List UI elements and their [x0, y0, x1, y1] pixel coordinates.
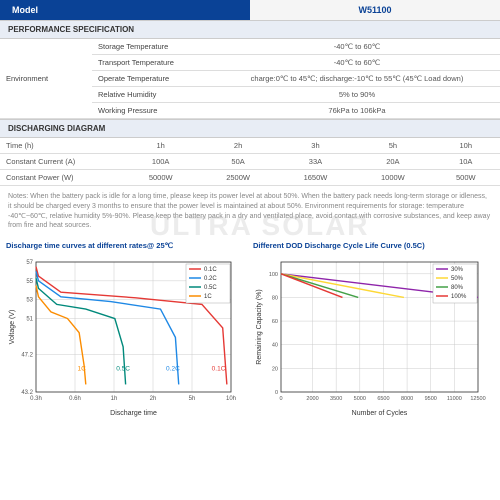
notes-text: Notes: When the battery pack is idle for… — [0, 186, 500, 237]
env-sublabel: Relative Humidity — [92, 87, 214, 103]
svg-text:11000: 11000 — [447, 396, 462, 402]
svg-text:3500: 3500 — [330, 396, 342, 402]
header-row: Model W51100 — [0, 0, 500, 20]
svg-text:0: 0 — [279, 396, 282, 402]
svg-text:0.2C: 0.2C — [204, 276, 217, 282]
svg-text:10h: 10h — [226, 396, 236, 402]
svg-text:Number of Cycles: Number of Cycles — [352, 410, 408, 417]
svg-text:50%: 50% — [451, 276, 464, 282]
svg-text:6500: 6500 — [377, 396, 389, 402]
svg-text:100%: 100% — [451, 294, 467, 300]
table-row: Time (h) 1h 2h 3h 5h 10h — [0, 138, 500, 154]
spec-table: Environment Storage Temperature -40℃ to … — [0, 39, 500, 119]
svg-text:0.1C: 0.1C — [212, 366, 226, 373]
env-value: charge:0℃ to 45℃; discharge:-10℃ to 55℃ … — [214, 71, 500, 87]
env-value: -40℃ to 60℃ — [214, 55, 500, 71]
svg-text:53: 53 — [26, 298, 33, 304]
chart2-title: Different DOD Discharge Cycle Life Curve… — [253, 241, 494, 250]
svg-text:40: 40 — [272, 343, 278, 349]
svg-text:12500: 12500 — [470, 396, 485, 402]
svg-text:1h: 1h — [111, 396, 118, 402]
model-value: W51100 — [250, 0, 500, 20]
disch-section-title: DISCHARGING DIAGRAM — [0, 119, 500, 138]
charts-row: Discharge time curves at different rates… — [0, 237, 500, 421]
svg-text:5h: 5h — [189, 396, 196, 402]
svg-text:Remaining Capacity (%): Remaining Capacity (%) — [256, 289, 263, 364]
env-sublabel: Transport Temperature — [92, 55, 214, 71]
svg-text:0.2C: 0.2C — [166, 366, 180, 373]
chart2-box: Different DOD Discharge Cycle Life Curve… — [253, 241, 494, 417]
chart2-svg: 0 20 40 60 80 100 0 2000 3500 5000 6500 8000 9500 110… — [253, 252, 488, 417]
env-value: 5% to 90% — [214, 87, 500, 103]
svg-text:5000: 5000 — [354, 396, 366, 402]
disch-table: Time (h) 1h 2h 3h 5h 10h Constant Curren… — [0, 138, 500, 186]
svg-text:47.2: 47.2 — [21, 353, 33, 359]
model-label: Model — [0, 0, 250, 20]
svg-text:80%: 80% — [451, 285, 464, 291]
env-sublabel: Operate Temperature — [92, 71, 214, 87]
perf-section-title: PERFORMANCE SPECIFICATION — [0, 20, 500, 39]
svg-text:100: 100 — [269, 272, 278, 278]
svg-text:55: 55 — [26, 279, 33, 285]
svg-text:0.1C: 0.1C — [204, 267, 217, 273]
table-row: Constant Power (W) 5000W 2500W 1650W 100… — [0, 170, 500, 186]
svg-text:0.5C: 0.5C — [204, 285, 217, 291]
env-label: Environment — [0, 39, 92, 119]
chart1-box: Discharge time curves at different rates… — [6, 241, 247, 417]
svg-text:30%: 30% — [451, 267, 464, 273]
env-value: -40℃ to 60℃ — [214, 39, 500, 55]
svg-text:1C: 1C — [204, 294, 212, 300]
svg-text:1C: 1C — [77, 366, 86, 373]
svg-text:51: 51 — [26, 317, 33, 323]
svg-text:0.5C: 0.5C — [116, 366, 130, 373]
env-sublabel: Storage Temperature — [92, 39, 214, 55]
env-sublabel: Working Pressure — [92, 103, 214, 119]
svg-text:8000: 8000 — [401, 396, 413, 402]
chart1-svg: 43.247.2515355570.3h0.6h1h2h5h10hDischar… — [6, 252, 241, 417]
table-row: Constant Current (A) 100A 50A 33A 20A 10… — [0, 154, 500, 170]
env-value: 76kPa to 106kPa — [214, 103, 500, 119]
svg-text:60: 60 — [272, 319, 278, 325]
svg-text:0.6h: 0.6h — [69, 396, 81, 402]
svg-text:20: 20 — [272, 367, 278, 373]
svg-text:0.3h: 0.3h — [30, 396, 42, 402]
svg-text:2000: 2000 — [306, 396, 318, 402]
svg-text:57: 57 — [26, 260, 33, 266]
chart1-title: Discharge time curves at different rates… — [6, 241, 247, 250]
svg-text:9500: 9500 — [425, 396, 437, 402]
svg-text:Voltage (V): Voltage (V) — [9, 310, 16, 345]
svg-text:0: 0 — [275, 390, 278, 396]
svg-text:2h: 2h — [150, 396, 157, 402]
svg-text:80: 80 — [272, 296, 278, 302]
svg-text:Discharge time: Discharge time — [110, 410, 157, 417]
